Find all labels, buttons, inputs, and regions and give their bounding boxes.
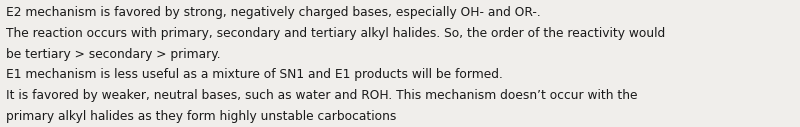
Text: primary alkyl halides as they form highly unstable carbocations: primary alkyl halides as they form highl… [6, 110, 397, 123]
Text: The reaction occurs with primary, secondary and tertiary alkyl halides. So, the : The reaction occurs with primary, second… [6, 27, 666, 40]
Text: It is favored by weaker, neutral bases, such as water and ROH. This mechanism do: It is favored by weaker, neutral bases, … [6, 89, 638, 102]
Text: E2 mechanism is favored by strong, negatively charged bases, especially OH- and : E2 mechanism is favored by strong, negat… [6, 6, 541, 19]
Text: be tertiary > secondary > primary.: be tertiary > secondary > primary. [6, 48, 221, 61]
Text: E1 mechanism is less useful as a mixture of SN1 and E1 products will be formed.: E1 mechanism is less useful as a mixture… [6, 68, 503, 81]
